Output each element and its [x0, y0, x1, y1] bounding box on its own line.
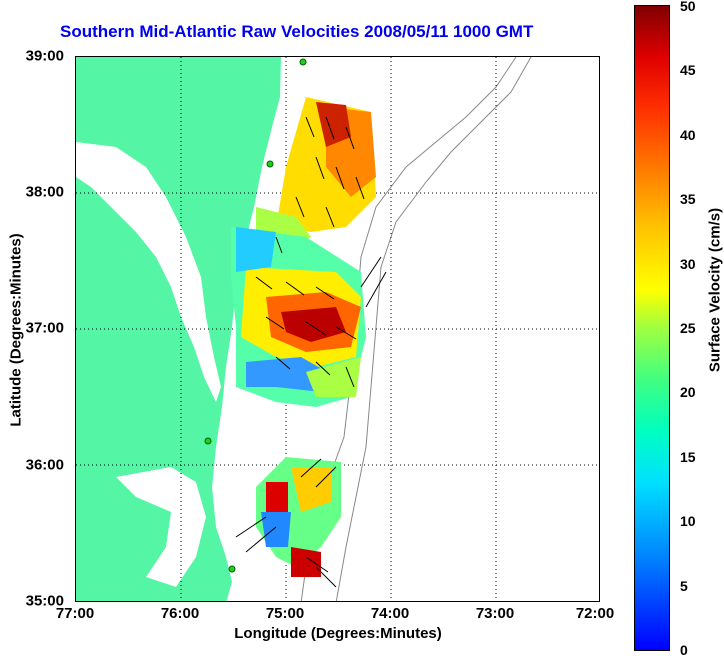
x-tick: 75:00	[265, 605, 305, 622]
x-axis-label: Longitude (Degrees:Minutes)	[234, 625, 442, 642]
velocity-field-north	[256, 97, 376, 252]
colorbar-tick: 50	[680, 0, 696, 14]
velocity-field-south	[256, 457, 341, 577]
colorbar-tick: 35	[680, 191, 696, 207]
map-title: Southern Mid-Atlantic Raw Velocities 200…	[60, 22, 534, 41]
colorbar-tick: 10	[680, 513, 696, 529]
colorbar-tick: 15	[680, 449, 696, 465]
colorbar-tick: 40	[680, 127, 696, 143]
x-tick: 73:00	[475, 605, 515, 622]
chesapeake-bay	[76, 142, 221, 402]
y-axis-label: Latitude (Degrees:Minutes)	[7, 233, 25, 427]
velocity-field-central	[231, 227, 366, 407]
map-canvas	[76, 57, 599, 601]
x-tick: 76:00	[160, 605, 200, 622]
y-tick: 37:00	[25, 319, 64, 337]
y-tick: 36:00	[25, 456, 64, 474]
colorbar-tick: 5	[680, 578, 688, 594]
radar-stations	[204, 58, 307, 573]
x-tick: 72:00	[575, 605, 615, 622]
colorbar-tick: 20	[680, 384, 696, 400]
sound-water	[116, 467, 206, 587]
colorbar-label: Surface Velocity (cm/s)	[706, 207, 724, 373]
colorbar-tick: 25	[680, 320, 696, 336]
velocity-arrows	[235, 116, 387, 588]
y-tick: 39:00	[25, 47, 64, 65]
colorbar-tick: 45	[680, 62, 696, 78]
colorbar	[634, 5, 670, 651]
colorbar-tick: 30	[680, 256, 696, 272]
x-tick: 74:00	[370, 605, 410, 622]
colorbar-tick: 0	[680, 642, 688, 658]
map-plot-area[interactable]	[75, 56, 600, 602]
y-tick: 35:00	[25, 592, 64, 610]
y-tick: 38:00	[25, 183, 64, 201]
x-tick: 77:00	[55, 605, 95, 622]
